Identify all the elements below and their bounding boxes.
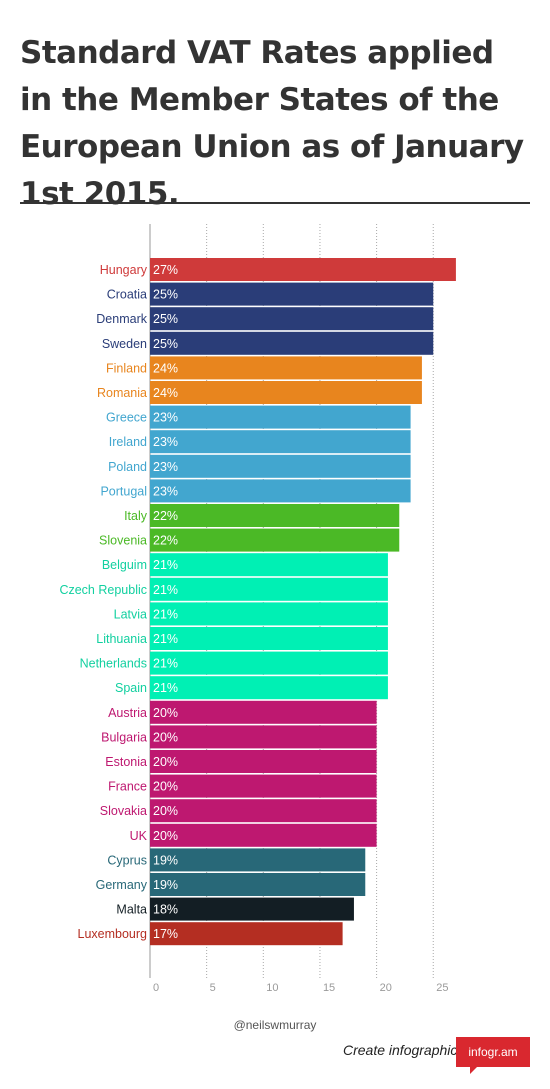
- category-label-denmark: Denmark: [96, 312, 147, 326]
- value-label-germany: 19%: [153, 878, 178, 892]
- bar-uk[interactable]: [150, 823, 377, 847]
- bar-slovakia[interactable]: [150, 799, 377, 823]
- category-label-italy: Italy: [124, 509, 148, 523]
- bar-germany[interactable]: [150, 873, 366, 896]
- value-label-slovakia: 20%: [153, 804, 178, 818]
- bar-luxembourg[interactable]: [150, 922, 343, 946]
- bar-hungary[interactable]: [150, 258, 456, 281]
- bar-estonia[interactable]: [150, 750, 377, 773]
- category-label-belguim: Belguim: [102, 558, 147, 572]
- category-label-ireland: Ireland: [109, 435, 147, 449]
- infogram-badge[interactable]: infogr.am: [456, 1037, 530, 1074]
- category-label-sweden: Sweden: [102, 337, 147, 351]
- category-label-slovenia: Slovenia: [99, 534, 147, 548]
- bar-netherlands[interactable]: [150, 651, 388, 675]
- bar-belguim[interactable]: [150, 553, 388, 577]
- x-tick-label: 0: [153, 982, 159, 994]
- category-label-latvia: Latvia: [114, 607, 147, 621]
- value-label-lithuania: 21%: [153, 632, 178, 646]
- bar-italy[interactable]: [150, 504, 400, 527]
- category-label-malta: Malta: [116, 903, 147, 917]
- category-label-portugal: Portugal: [100, 484, 147, 498]
- bar-france[interactable]: [150, 774, 377, 798]
- value-label-austria: 20%: [153, 706, 178, 720]
- category-label-estonia: Estonia: [105, 755, 147, 769]
- category-label-poland: Poland: [108, 460, 147, 474]
- value-label-ireland: 23%: [153, 435, 178, 449]
- category-label-uk: UK: [130, 829, 148, 843]
- value-label-spain: 21%: [153, 681, 178, 695]
- category-label-hungary: Hungary: [100, 263, 148, 277]
- value-label-poland: 23%: [153, 460, 178, 474]
- category-label-luxembourg: Luxembourg: [78, 927, 148, 941]
- value-label-czech-republic: 21%: [153, 583, 178, 597]
- value-label-luxembourg: 17%: [153, 927, 178, 941]
- bar-slovenia[interactable]: [150, 528, 400, 552]
- category-label-czech-republic: Czech Republic: [59, 583, 147, 597]
- vat-bar-chart: Hungary 27% Croatia 25% Denmark 25% Sweden 25% F…: [59, 224, 456, 994]
- category-label-romania: Romania: [97, 386, 147, 400]
- category-label-germany: Germany: [96, 878, 148, 892]
- author-credit: @neilswmurray: [233, 1018, 317, 1032]
- bar-poland[interactable]: [150, 454, 411, 478]
- value-label-hungary: 27%: [153, 263, 178, 277]
- bar-romania[interactable]: [150, 381, 422, 404]
- value-label-sweden: 25%: [153, 337, 178, 351]
- bar-malta[interactable]: [150, 897, 354, 921]
- x-axis-ticks: 0 5 10 15 20 25: [153, 982, 449, 994]
- value-label-slovenia: 22%: [153, 534, 178, 548]
- value-label-italy: 22%: [153, 509, 178, 523]
- category-label-croatia: Croatia: [107, 288, 147, 302]
- value-label-bulgaria: 20%: [153, 730, 178, 744]
- value-label-cyprus: 19%: [153, 853, 178, 867]
- bar-finland[interactable]: [150, 356, 422, 380]
- category-label-slovakia: Slovakia: [100, 804, 147, 818]
- value-label-malta: 18%: [153, 903, 178, 917]
- bar-spain[interactable]: [150, 676, 388, 700]
- x-tick-label: 5: [210, 982, 216, 994]
- category-label-spain: Spain: [115, 681, 147, 695]
- value-label-france: 20%: [153, 780, 178, 794]
- bar-czech-republic[interactable]: [150, 577, 388, 601]
- value-label-denmark: 25%: [153, 312, 178, 326]
- category-label-finland: Finland: [106, 361, 147, 375]
- bar-latvia[interactable]: [150, 602, 388, 626]
- x-tick-label: 25: [436, 982, 448, 994]
- bar-austria[interactable]: [150, 700, 377, 724]
- value-label-romania: 24%: [153, 386, 178, 400]
- x-tick-label: 10: [266, 982, 278, 994]
- bar-sweden[interactable]: [150, 331, 434, 355]
- value-label-greece: 23%: [153, 411, 178, 425]
- bars-group: Hungary 27% Croatia 25% Denmark 25% Sweden 25% F…: [59, 258, 456, 946]
- category-label-cyprus: Cyprus: [107, 853, 147, 867]
- category-label-austria: Austria: [108, 706, 147, 720]
- bar-cyprus[interactable]: [150, 848, 366, 872]
- value-label-finland: 24%: [153, 361, 178, 375]
- chart-title: Standard VAT Rates applied in the Member…: [20, 35, 524, 212]
- x-tick-label: 20: [380, 982, 392, 994]
- category-label-france: France: [108, 780, 147, 794]
- value-label-latvia: 21%: [153, 607, 178, 621]
- bar-greece[interactable]: [150, 405, 411, 429]
- bar-portugal[interactable]: [150, 479, 411, 503]
- title-divider: [20, 202, 530, 204]
- value-label-portugal: 23%: [153, 484, 178, 498]
- category-label-greece: Greece: [106, 411, 147, 425]
- value-label-croatia: 25%: [153, 288, 178, 302]
- category-label-bulgaria: Bulgaria: [101, 730, 147, 744]
- bar-bulgaria[interactable]: [150, 725, 377, 749]
- value-label-estonia: 20%: [153, 755, 178, 769]
- bar-denmark[interactable]: [150, 307, 434, 331]
- value-label-uk: 20%: [153, 829, 178, 843]
- value-label-netherlands: 21%: [153, 657, 178, 671]
- category-label-netherlands: Netherlands: [80, 657, 147, 671]
- bar-lithuania[interactable]: [150, 627, 388, 650]
- value-label-belguim: 21%: [153, 558, 178, 572]
- bar-croatia[interactable]: [150, 282, 434, 306]
- create-infographics-link[interactable]: Create infographics: [343, 1042, 465, 1058]
- bar-ireland[interactable]: [150, 430, 411, 454]
- category-label-lithuania: Lithuania: [96, 632, 147, 646]
- x-tick-label: 15: [323, 982, 335, 994]
